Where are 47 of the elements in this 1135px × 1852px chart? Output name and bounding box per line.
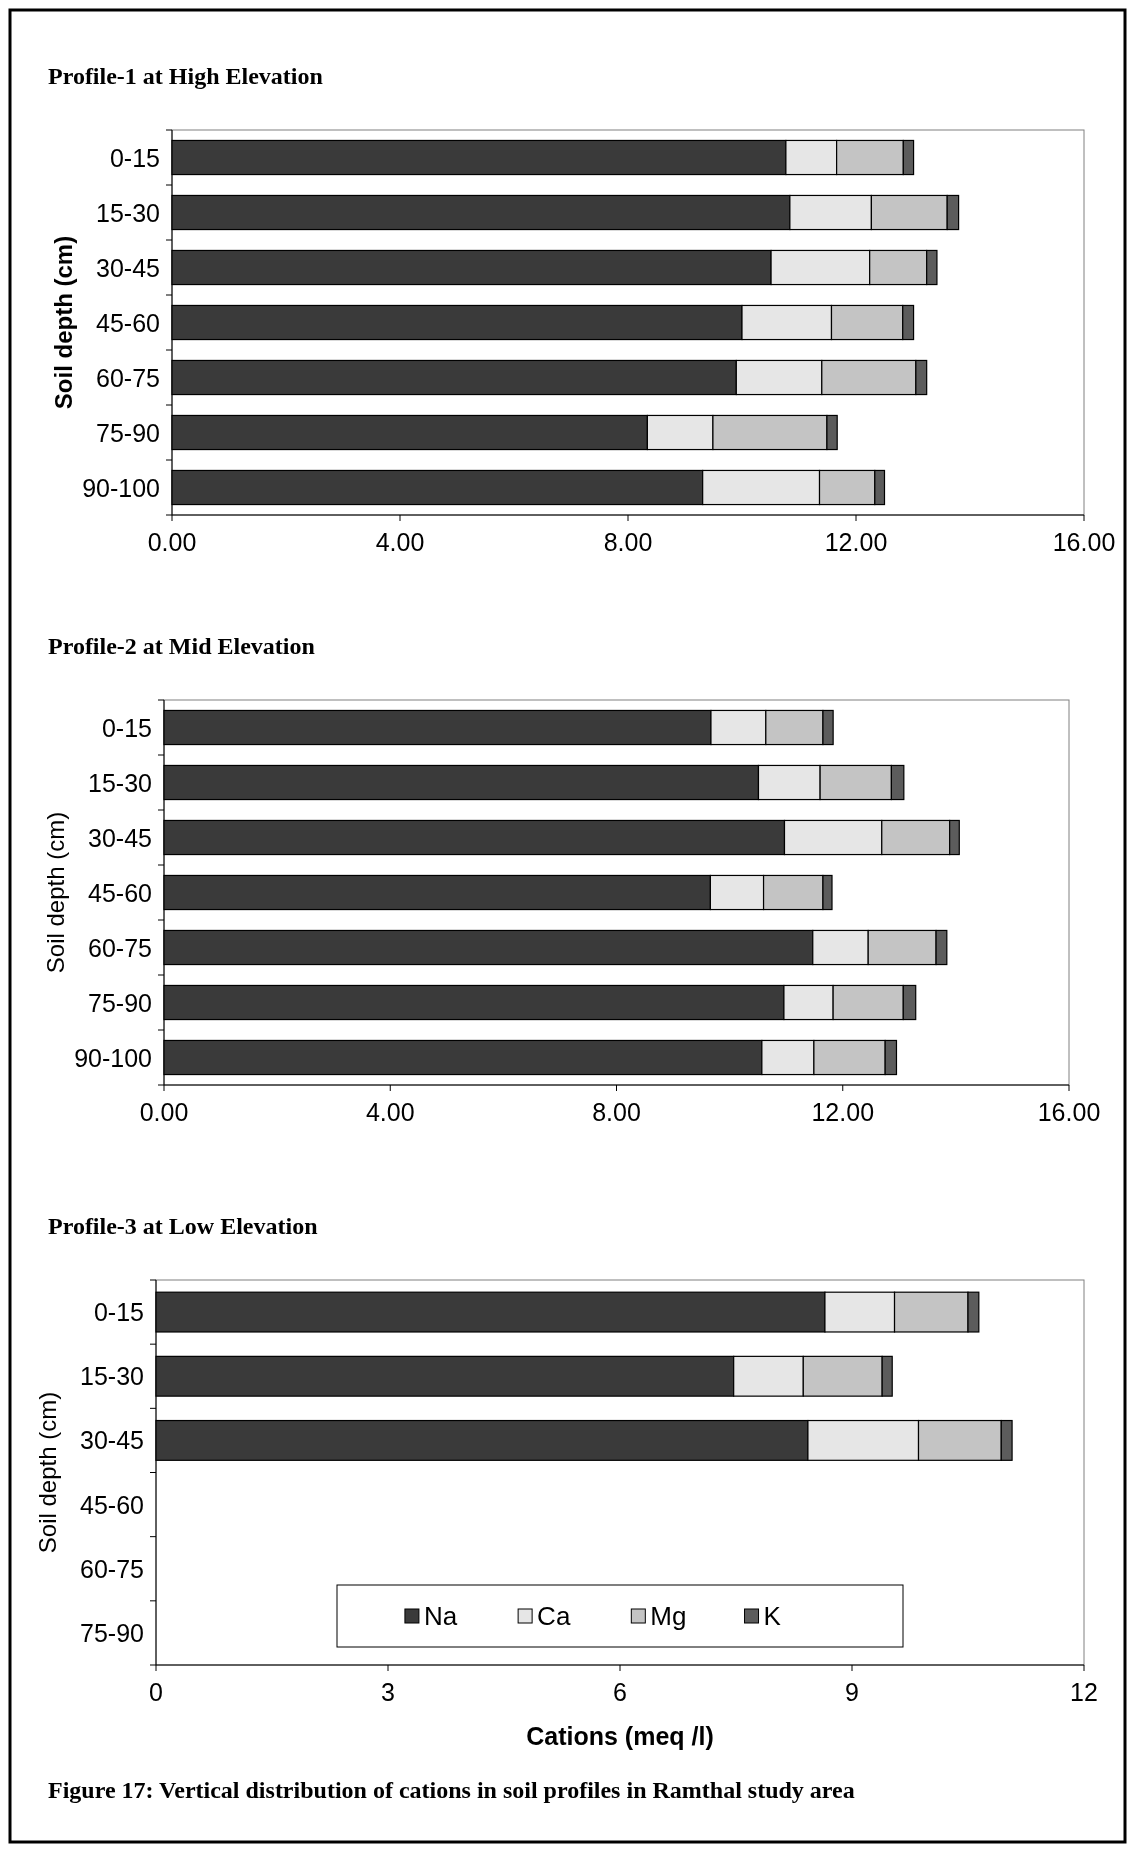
y-tick-label: 60-75 xyxy=(96,363,160,392)
legend-label: Ca xyxy=(537,1601,571,1631)
y-tick-label: 60-75 xyxy=(80,1554,144,1583)
y-tick-label: 45-60 xyxy=(96,308,160,337)
y-tick-label: 30-45 xyxy=(96,253,160,282)
y-tick-label: 45-60 xyxy=(80,1490,144,1519)
x-tick-label: 6 xyxy=(613,1678,627,1706)
y-tick-label: 45-60 xyxy=(88,878,152,907)
x-tick-label: 12 xyxy=(1070,1678,1098,1706)
y-tick-label: 0-15 xyxy=(93,1298,144,1327)
y-tick-label: 75-90 xyxy=(80,1618,144,1647)
caption: Figure 17: Vertical distribution of cations in soil profiles in Ramthal study area xyxy=(48,1777,855,1803)
legend-label: Mg xyxy=(650,1601,687,1631)
x-tick-label: 16.00 xyxy=(1037,1098,1101,1126)
legend-label: Na xyxy=(423,1601,458,1631)
x-tick-label: 8.00 xyxy=(603,528,653,556)
chart-title: Profile-2 at Mid Elevation xyxy=(48,633,315,659)
legend-label: K xyxy=(763,1601,782,1631)
y-axis-title: Soil depth (cm) xyxy=(50,235,77,410)
y-axis-title: Soil depth (cm) xyxy=(42,811,69,974)
y-tick-label: 75-90 xyxy=(88,988,152,1017)
x-tick-label: 9 xyxy=(845,1678,859,1706)
y-tick-label: 0-15 xyxy=(101,713,152,742)
y-tick-label: 15-30 xyxy=(88,768,152,797)
y-tick-label: 90-100 xyxy=(74,1043,152,1072)
x-tick-label: 12.00 xyxy=(811,1098,875,1126)
x-tick-label: 4.00 xyxy=(375,528,425,556)
y-tick-label: 15-30 xyxy=(96,198,160,227)
chart-title: Profile-1 at High Elevation xyxy=(48,63,323,89)
chart-title: Profile-3 at Low Elevation xyxy=(48,1213,318,1239)
x-tick-label: 16.00 xyxy=(1052,528,1116,556)
y-tick-label: 30-45 xyxy=(80,1426,144,1455)
x-tick-label: 0 xyxy=(149,1678,163,1706)
y-tick-label: 75-90 xyxy=(96,418,160,447)
y-axis-title: Soil depth (cm) xyxy=(34,1391,61,1554)
x-tick-label: 8.00 xyxy=(592,1098,641,1126)
y-tick-label: 0-15 xyxy=(109,143,160,172)
y-tick-label: 60-75 xyxy=(88,933,152,962)
y-tick-label: 30-45 xyxy=(88,823,152,852)
x-axis-title: Cations (meq /l) xyxy=(526,1722,714,1750)
x-tick-label: 0.00 xyxy=(147,528,197,556)
x-tick-label: 4.00 xyxy=(365,1098,415,1126)
y-tick-label: 15-30 xyxy=(80,1362,144,1391)
x-tick-label: 12.00 xyxy=(824,528,888,556)
x-tick-label: 3 xyxy=(381,1678,395,1706)
x-tick-label: 0.00 xyxy=(139,1098,189,1126)
y-tick-label: 90-100 xyxy=(82,473,160,502)
